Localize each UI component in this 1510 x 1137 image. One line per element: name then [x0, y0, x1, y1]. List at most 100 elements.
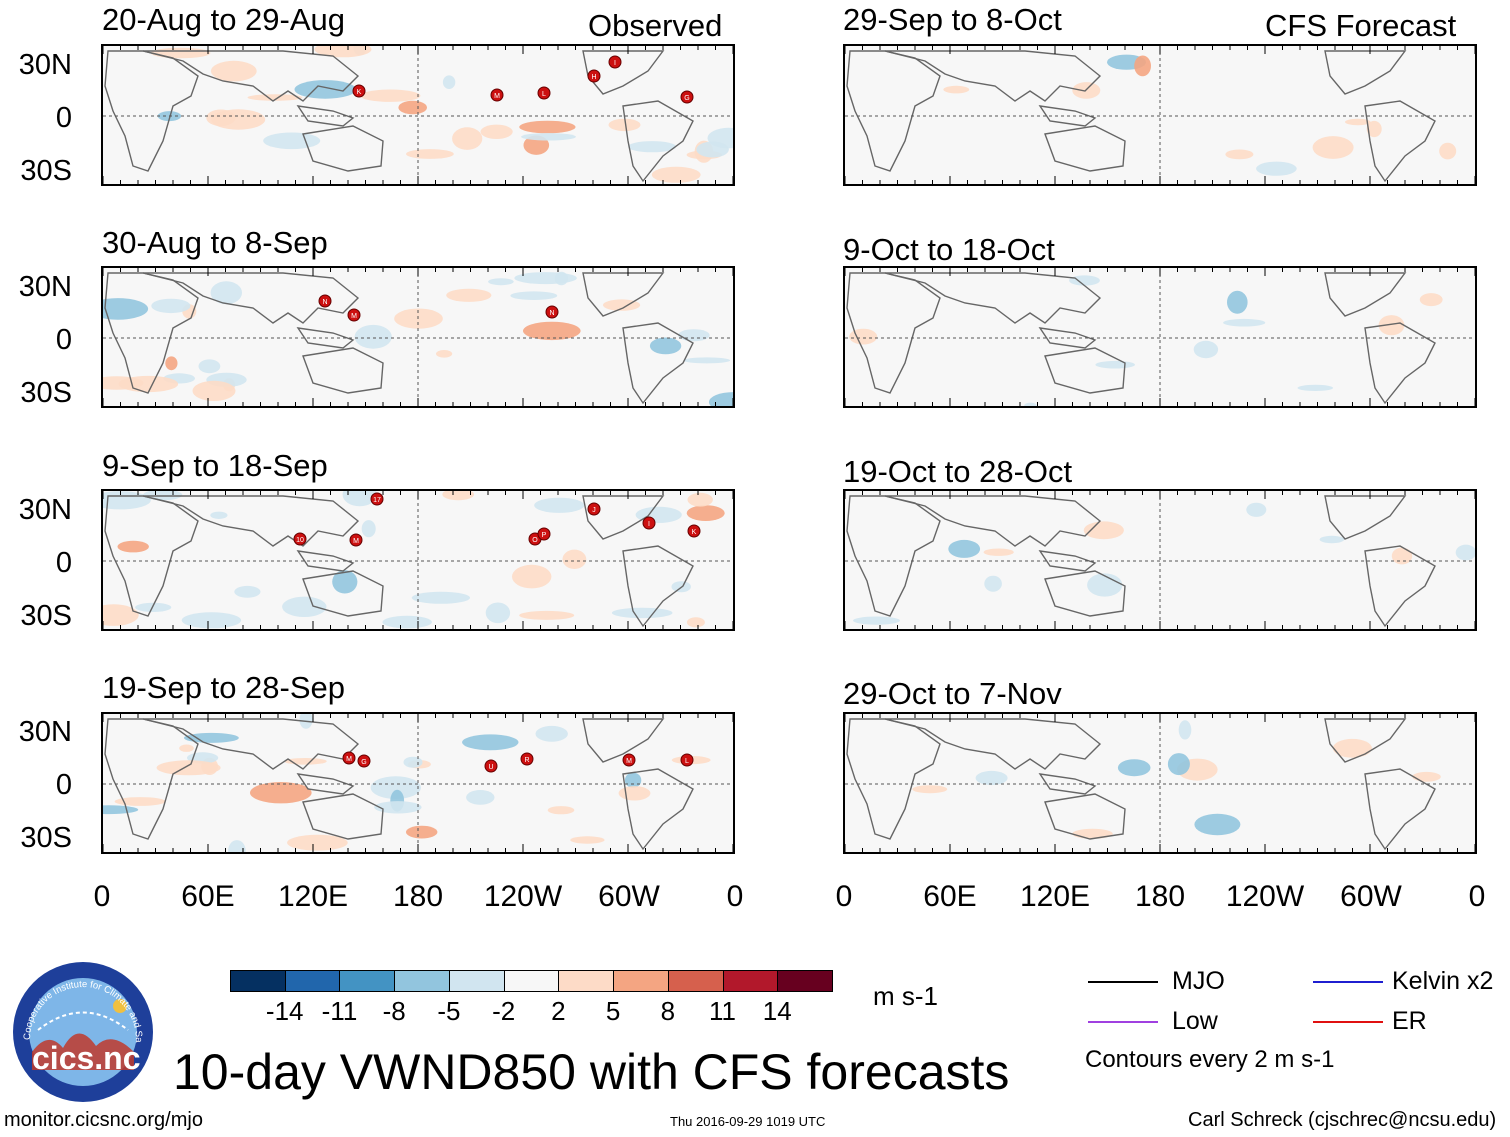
- storm-marker: M: [347, 308, 361, 322]
- wind-anomaly-blob: [1193, 340, 1219, 359]
- wind-anomaly-blob: [1087, 573, 1123, 597]
- wind-anomaly-blob: [562, 549, 587, 569]
- storm-marker: M: [490, 88, 504, 102]
- map-drawing: [845, 46, 1475, 184]
- wind-anomaly-blob: [618, 786, 651, 801]
- coastline: [884, 50, 1102, 102]
- wind-anomaly-blob: [1223, 318, 1266, 327]
- storm-marker: N: [318, 294, 332, 308]
- wind-anomaly-blob: [948, 539, 981, 558]
- storm-label: R: [524, 757, 529, 764]
- colorbar-cell: [284, 970, 341, 992]
- lon-label-60e: 60E: [181, 880, 235, 913]
- wind-anomaly-blob: [466, 790, 495, 805]
- wind-anomaly-blob: [554, 271, 569, 286]
- coastline: [1364, 322, 1436, 405]
- coastline: [302, 347, 384, 394]
- wind-anomaly-blob: [332, 570, 358, 594]
- contour-note: Contours every 2 m s-1: [1085, 1046, 1335, 1073]
- wind-anomaly-blob: [1227, 290, 1248, 314]
- lon-label-60e: 60E: [923, 880, 977, 913]
- storm-marker: 10: [293, 532, 307, 546]
- wind-anomaly-blob: [1178, 720, 1192, 740]
- wind-anomaly-blob: [442, 491, 475, 501]
- storm-label: I: [648, 521, 650, 528]
- coastline: [582, 272, 665, 317]
- wind-anomaly-blob: [398, 100, 428, 115]
- wind-anomaly-blob: [452, 127, 483, 150]
- cics-logo-graphic: Cooperative Institute for Climate and Sa…: [5, 952, 153, 1102]
- fc-period-title-2: 9-Oct to 18-Oct: [843, 232, 1055, 267]
- legend-mjo-line: [1088, 981, 1158, 983]
- lat-label-30s: 30S: [20, 600, 72, 632]
- wind-anomaly-blob: [512, 564, 552, 589]
- main-title: 10-day VWND850 with CFS forecasts: [173, 1044, 1010, 1100]
- wind-anomaly-blob: [370, 776, 421, 799]
- storm-label: N: [322, 299, 327, 306]
- fc-period-title-3: 19-Oct to 28-Oct: [843, 454, 1073, 489]
- wind-anomaly-blob: [1194, 813, 1241, 836]
- wind-anomaly-blob: [103, 604, 139, 626]
- colorbar-cell: [558, 970, 615, 992]
- wind-anomaly-blob: [165, 356, 178, 371]
- storm-label: I: [614, 60, 616, 67]
- wind-anomaly-blob: [103, 805, 139, 815]
- colorbar-tick: -14: [265, 996, 304, 1026]
- map-panel-observed-4: M G U R M L: [101, 712, 735, 854]
- wind-anomaly-blob: [1455, 544, 1475, 561]
- storm-label: K: [357, 89, 362, 96]
- lat-label-30s: 30S: [20, 155, 72, 187]
- wind-anomaly-blob: [446, 288, 492, 302]
- wind-anomaly-blob: [547, 806, 575, 815]
- lat-label-30s: 30S: [20, 822, 72, 854]
- wind-anomaly-blob: [519, 610, 575, 620]
- wind-anomaly-blob: [480, 124, 513, 139]
- wind-anomaly-blob: [1312, 136, 1354, 159]
- lon-label-0-end: 0: [1468, 880, 1486, 913]
- lat-label-30n: 30N: [18, 271, 72, 303]
- obs-period-title-3: 9-Sep to 18-Sep: [102, 448, 328, 483]
- storm-label: M: [353, 538, 359, 545]
- storm-marker: N: [545, 305, 559, 319]
- wind-anomaly-blob: [117, 540, 149, 553]
- coastline: [296, 105, 355, 127]
- coastline: [1038, 550, 1097, 572]
- lat-label-eq: 0: [55, 769, 72, 801]
- wind-anomaly-blob: [696, 141, 729, 158]
- colorbar-tick: -5: [437, 996, 461, 1026]
- wind-anomaly-blob: [1167, 753, 1190, 776]
- storm-label: M: [346, 756, 352, 763]
- coastline: [142, 272, 360, 324]
- wind-anomaly-blob: [570, 836, 605, 844]
- wind-anomaly-blob: [1419, 293, 1443, 307]
- coastline: [296, 773, 355, 795]
- map-panel-observed-1: K M L H I G: [101, 44, 735, 186]
- storm-label: U: [488, 764, 493, 771]
- map-drawing: N M N: [103, 268, 733, 406]
- coastline: [104, 50, 199, 172]
- lat-label-eq: 0: [55, 547, 72, 579]
- storm-label: O: [532, 537, 538, 544]
- colorbar-tick: -8: [382, 996, 406, 1026]
- map-panel-forecast-3: [843, 489, 1477, 631]
- obs-period-title-1: 20-Aug to 29-Aug: [102, 2, 346, 37]
- wind-anomaly-blob: [1134, 55, 1151, 77]
- storm-label: H: [591, 74, 596, 81]
- legend-low-line: [1088, 1021, 1158, 1023]
- wind-anomaly-blob: [1345, 118, 1371, 126]
- coastline: [884, 718, 1102, 770]
- wind-anomaly-blob: [442, 75, 456, 89]
- coastline: [622, 768, 694, 851]
- wind-anomaly-blob: [983, 548, 1014, 556]
- lon-label-180: 180: [392, 880, 444, 913]
- wind-anomaly-blob: [1297, 384, 1334, 391]
- wind-anomaly-blob: [181, 612, 242, 629]
- wind-anomaly-blob: [1095, 360, 1135, 369]
- wind-anomaly-blob: [1366, 120, 1382, 138]
- wind-anomaly-blob: [519, 120, 576, 134]
- colorbar-units: m s-1: [873, 981, 938, 1011]
- coastline: [302, 793, 384, 840]
- wind-anomaly-blob: [1378, 315, 1405, 336]
- storm-label: L: [685, 758, 689, 765]
- coastline: [846, 50, 941, 172]
